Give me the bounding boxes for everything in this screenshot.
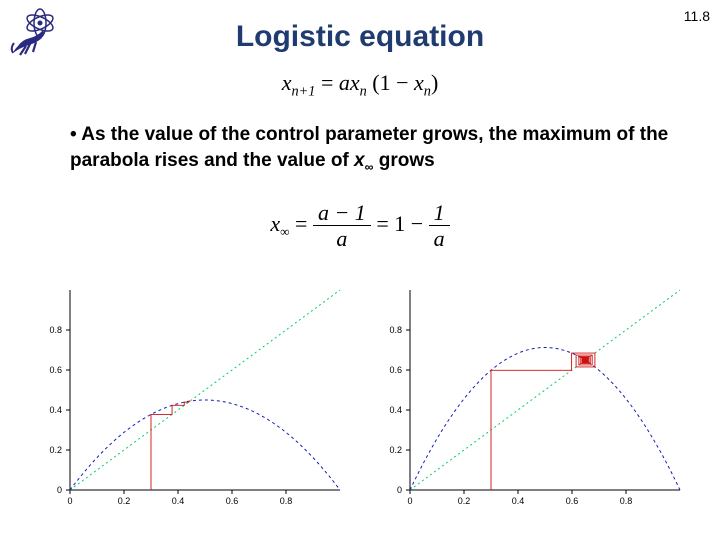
bullet-suffix: grows	[373, 150, 434, 171]
svg-text:0.2: 0.2	[458, 496, 471, 506]
svg-text:0.6: 0.6	[389, 365, 402, 375]
svg-text:0.8: 0.8	[389, 325, 402, 335]
svg-text:0: 0	[407, 496, 412, 506]
fixed-point-equation: x∞ = a − 1a = 1 − 1a	[0, 200, 720, 252]
svg-text:0.6: 0.6	[226, 496, 239, 506]
x-infinity-symbol: x∞	[354, 150, 373, 171]
svg-text:0.4: 0.4	[172, 496, 185, 506]
svg-text:0: 0	[57, 485, 62, 495]
slide-title: Logistic equation	[0, 20, 720, 54]
svg-text:0.4: 0.4	[49, 405, 62, 415]
svg-text:0.8: 0.8	[49, 325, 62, 335]
svg-text:0.2: 0.2	[118, 496, 131, 506]
svg-text:0.4: 0.4	[512, 496, 525, 506]
svg-text:0.2: 0.2	[49, 445, 62, 455]
charts-row: 000.20.20.40.40.60.60.80.8 000.20.20.40.…	[0, 280, 720, 530]
svg-text:0.8: 0.8	[280, 496, 293, 506]
cobweb-chart-low-a: 00 0.2 0.2 0.4 0.4 0.6 0.6 0.8 0.8	[30, 280, 350, 520]
svg-text:0: 0	[67, 496, 72, 506]
svg-text:0: 0	[397, 485, 402, 495]
svg-text:0.4: 0.4	[389, 405, 402, 415]
recurrence-equation: xn+1 = axn (1 − xn)	[0, 70, 720, 100]
svg-text:0.6: 0.6	[566, 496, 579, 506]
cobweb-chart-high-a: 00 0.2 0.2 0.4 0.4 0.6 0.6 0.8 0.8	[370, 280, 690, 520]
bullet-text: • As the value of the control parameter …	[70, 122, 670, 175]
svg-text:0.2: 0.2	[389, 445, 402, 455]
svg-text:0.6: 0.6	[49, 365, 62, 375]
svg-text:0.8: 0.8	[620, 496, 633, 506]
